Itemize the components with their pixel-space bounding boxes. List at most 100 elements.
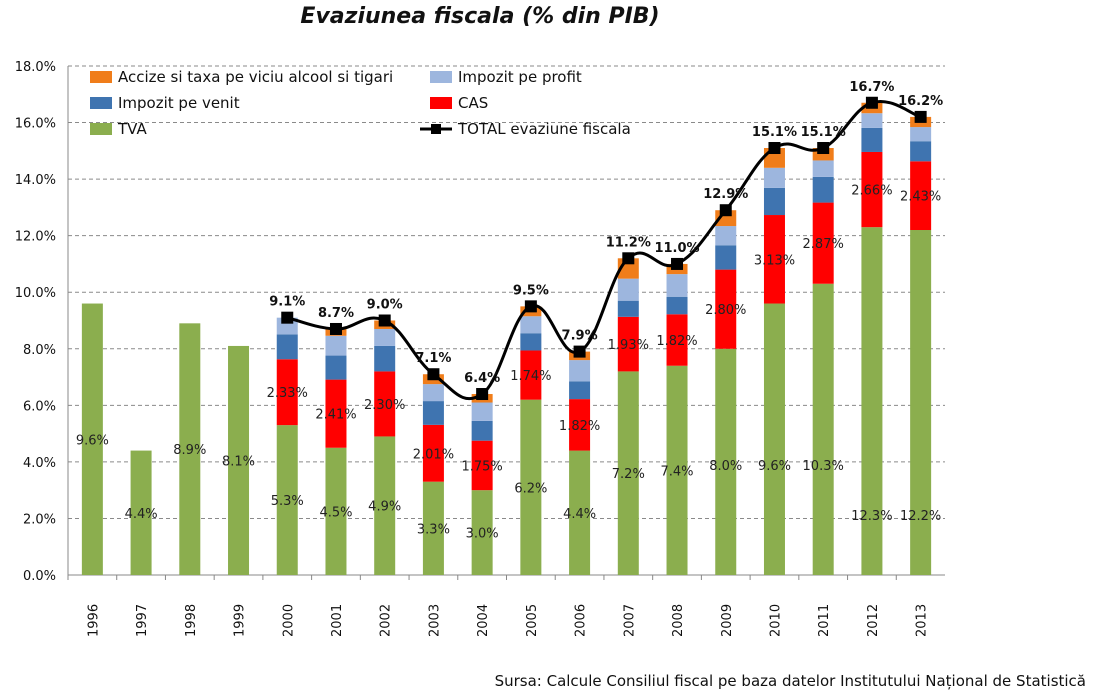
bar-segment-tva — [276, 425, 298, 575]
bar-segment-cas — [422, 424, 444, 482]
x-tick-label: 2012 — [866, 604, 881, 637]
bar-segment-tva — [81, 303, 103, 575]
data-label-tva: 8.1% — [222, 454, 255, 469]
source-note: Sursa: Calcule Consiliul fiscal pe baza … — [494, 672, 1086, 690]
bar-segment-cas — [276, 359, 298, 426]
total-label: 7.9% — [562, 329, 598, 344]
bar-segment-impozit-pe-profit — [763, 167, 785, 188]
bar-segment-impozit-pe-venit — [422, 401, 444, 425]
total-marker — [768, 142, 781, 155]
total-label: 11.2% — [606, 235, 651, 250]
bar-segment-impozit-pe-profit — [520, 316, 542, 334]
total-label: 9.1% — [269, 295, 305, 310]
total-marker — [622, 252, 635, 265]
bar-segment-tva — [861, 227, 883, 575]
bar-segment-impozit-pe-venit — [520, 333, 542, 351]
x-tick-label: 2003 — [427, 604, 442, 637]
x-tick-label: 2005 — [525, 604, 540, 637]
data-label-cas: 2.43% — [900, 190, 941, 205]
bar-segment-cas — [374, 371, 396, 437]
data-label-tva: 8.9% — [173, 443, 206, 458]
total-label: 16.7% — [849, 80, 894, 95]
y-tick-label: 18.0% — [15, 60, 56, 75]
bar-segment-tva — [715, 348, 737, 575]
bar-segment-tva — [666, 365, 688, 575]
data-label-tva: 9.6% — [758, 459, 791, 474]
data-label-cas: 1.74% — [510, 369, 551, 384]
total-marker — [573, 345, 586, 358]
data-label-tva: 6.2% — [514, 481, 547, 496]
data-label-cas: 1.82% — [656, 334, 697, 349]
legend-label: Accize si taxa pe viciu alcool si tigari — [118, 68, 393, 86]
total-label: 7.1% — [415, 351, 451, 366]
data-label-tva: 4.9% — [368, 500, 401, 515]
data-label-tva: 5.3% — [271, 494, 304, 509]
bar-segment-tva — [130, 450, 152, 575]
x-tick-label: 1997 — [135, 604, 150, 637]
data-label-tva: 7.4% — [661, 464, 694, 479]
total-marker — [427, 368, 440, 381]
data-label-cas: 2.01% — [413, 447, 454, 462]
total-label: 8.7% — [318, 306, 354, 321]
bar-segment-tva — [520, 399, 542, 575]
y-tick-label: 10.0% — [15, 286, 56, 301]
bar-segment-impozit-pe-venit — [666, 296, 688, 315]
bar-segment-tva — [374, 436, 396, 575]
data-label-cas: 1.93% — [608, 338, 649, 353]
data-label-cas: 2.80% — [705, 303, 746, 318]
x-tick-label: 2007 — [622, 604, 637, 637]
legend-label: TOTAL evaziune fiscala — [457, 120, 631, 138]
bar-segment-impozit-pe-profit — [812, 160, 834, 177]
total-label: 6.4% — [464, 371, 500, 386]
x-tick-label: 2001 — [330, 604, 345, 637]
total-label: 16.2% — [898, 94, 943, 109]
bar-segment-impozit-pe-profit — [471, 402, 493, 421]
bar-segment-impozit-pe-profit — [569, 360, 591, 382]
total-line — [286, 99, 922, 401]
legend-label: TVA — [117, 120, 147, 138]
total-label: 12.9% — [703, 187, 748, 202]
data-label-tva: 3.0% — [466, 527, 499, 542]
bar-segment-tva — [325, 447, 347, 575]
legend-swatch — [90, 97, 112, 109]
total-marker — [329, 322, 342, 335]
y-tick-label: 14.0% — [15, 173, 56, 188]
bar-segment-cas — [812, 202, 834, 284]
bar-segment-impozit-pe-profit — [910, 127, 932, 142]
total-marker — [378, 314, 391, 327]
y-tick-label: 2.0% — [23, 512, 56, 527]
x-tick-label: 2002 — [379, 604, 394, 637]
x-tick-label: 1999 — [233, 604, 248, 637]
total-marker — [671, 257, 684, 270]
data-label-cas: 3.13% — [754, 253, 795, 268]
x-tick-label: 2000 — [281, 604, 296, 637]
bar-segment-impozit-pe-venit — [763, 187, 785, 216]
bar-segment-cas — [471, 440, 493, 491]
legend-marker — [431, 124, 441, 134]
bar-segment-impozit-pe-venit — [471, 420, 493, 441]
bar-segment-impozit-pe-venit — [569, 381, 591, 400]
bar-segment-impozit-pe-venit — [910, 141, 932, 162]
bar-segment-cas — [861, 151, 883, 228]
data-label-tva: 4.4% — [125, 507, 158, 522]
data-label-tva: 12.3% — [851, 509, 892, 524]
data-label-tva: 8.0% — [709, 459, 742, 474]
data-label-cas: 2.33% — [267, 386, 308, 401]
legend-label: CAS — [458, 94, 488, 112]
data-label-tva: 4.5% — [319, 505, 352, 520]
bar-segment-cas — [763, 215, 785, 304]
bar-segment-cas — [520, 350, 542, 400]
total-label: 9.0% — [367, 298, 403, 313]
x-tick-label: 2009 — [720, 604, 735, 637]
bar-segment-tva — [763, 303, 785, 575]
total-marker — [524, 300, 537, 313]
bar-segment-tva — [569, 450, 591, 575]
bar-segment-impozit-pe-profit — [325, 335, 347, 356]
bar-segment-tva — [910, 230, 932, 575]
bar-segment-tva — [228, 345, 250, 575]
total-label: 11.0% — [654, 241, 699, 256]
data-label-cas: 2.66% — [851, 184, 892, 199]
bar-segment-impozit-pe-venit — [374, 345, 396, 372]
bar-segment-cas — [910, 161, 932, 231]
bar-segment-impozit-pe-venit — [812, 176, 834, 203]
